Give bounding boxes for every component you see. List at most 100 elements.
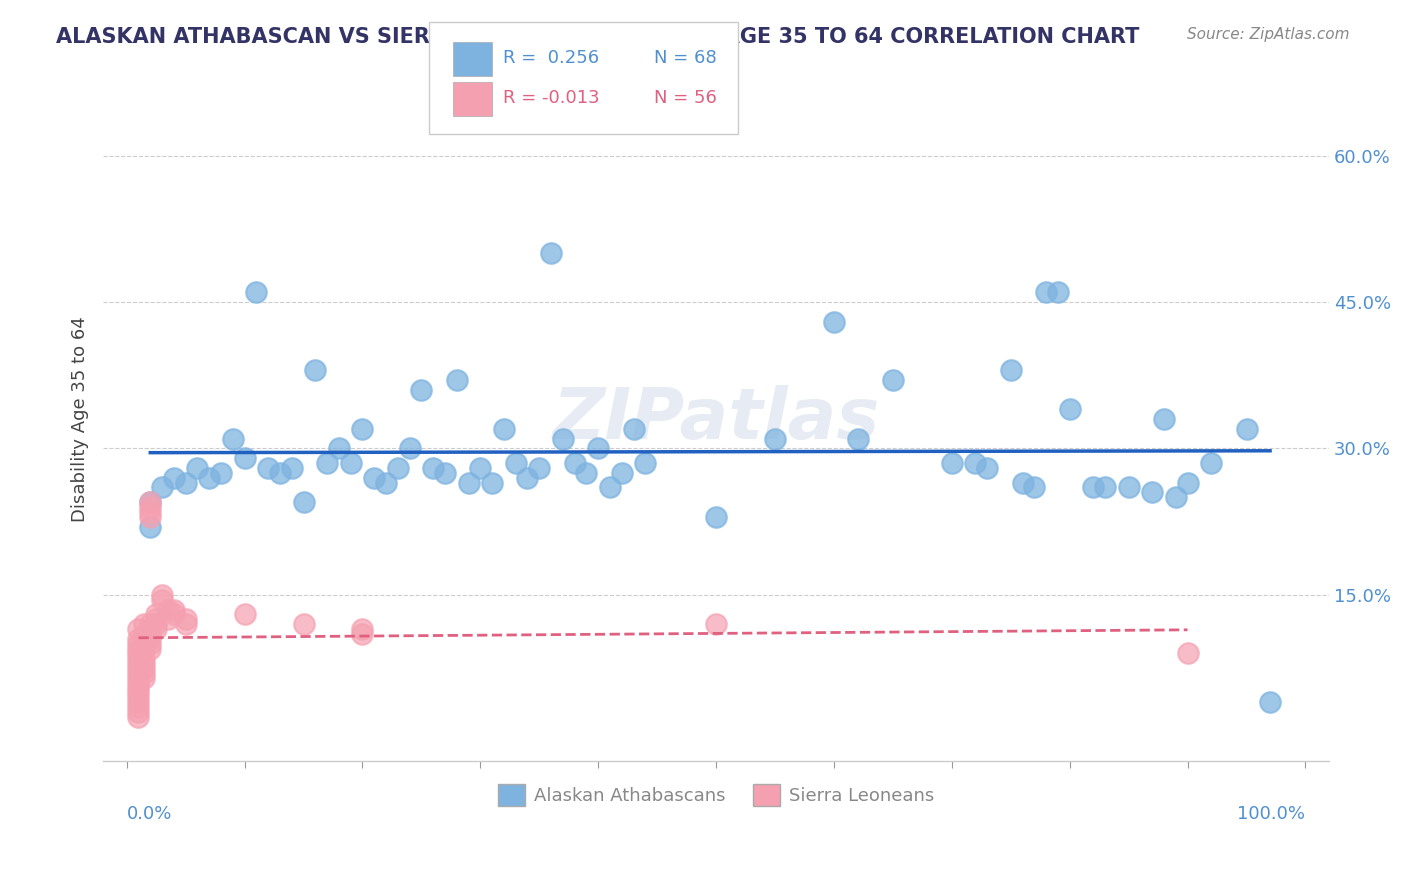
Point bbox=[1199, 456, 1222, 470]
Text: R = -0.013: R = -0.013 bbox=[503, 89, 600, 107]
Point bbox=[763, 432, 786, 446]
Point bbox=[127, 710, 149, 724]
Point bbox=[1258, 695, 1281, 709]
Point bbox=[586, 442, 609, 456]
Point bbox=[127, 632, 149, 646]
Point bbox=[551, 432, 574, 446]
Point bbox=[150, 480, 173, 494]
Point bbox=[145, 617, 167, 632]
Point bbox=[150, 592, 173, 607]
Point bbox=[304, 363, 326, 377]
Point bbox=[1177, 647, 1199, 661]
Point bbox=[134, 637, 156, 651]
Point bbox=[127, 622, 149, 636]
Point bbox=[222, 432, 245, 446]
Point bbox=[139, 641, 162, 656]
Point bbox=[139, 627, 162, 641]
Point bbox=[1046, 285, 1069, 300]
Point bbox=[704, 509, 727, 524]
Point bbox=[233, 607, 256, 622]
Point bbox=[245, 285, 267, 300]
Point bbox=[516, 471, 538, 485]
Point bbox=[139, 495, 162, 509]
Point bbox=[1024, 480, 1046, 494]
Point bbox=[704, 617, 727, 632]
Point bbox=[127, 705, 149, 719]
Point bbox=[363, 471, 385, 485]
Point bbox=[134, 651, 156, 665]
Point bbox=[127, 647, 149, 661]
Point bbox=[233, 451, 256, 466]
Text: N = 56: N = 56 bbox=[654, 89, 717, 107]
Point bbox=[139, 495, 162, 509]
Text: ALASKAN ATHABASCAN VS SIERRA LEONEAN DISABILITY AGE 35 TO 64 CORRELATION CHART: ALASKAN ATHABASCAN VS SIERRA LEONEAN DIS… bbox=[56, 27, 1140, 46]
Point bbox=[1164, 490, 1187, 504]
Point bbox=[352, 422, 374, 436]
Point bbox=[1118, 480, 1140, 494]
Point bbox=[292, 495, 315, 509]
Point bbox=[127, 681, 149, 695]
Point bbox=[328, 442, 350, 456]
Point bbox=[150, 588, 173, 602]
Point bbox=[433, 466, 456, 480]
Point bbox=[599, 480, 621, 494]
Text: 0.0%: 0.0% bbox=[127, 805, 172, 823]
Point bbox=[470, 461, 492, 475]
Point bbox=[411, 383, 433, 397]
Point bbox=[823, 314, 845, 328]
Point bbox=[316, 456, 339, 470]
Point bbox=[198, 471, 221, 485]
Point bbox=[127, 700, 149, 714]
Point bbox=[134, 671, 156, 685]
Point bbox=[540, 246, 562, 260]
Point bbox=[846, 432, 869, 446]
Point bbox=[623, 422, 645, 436]
Text: 100.0%: 100.0% bbox=[1237, 805, 1305, 823]
Point bbox=[139, 637, 162, 651]
Point bbox=[163, 471, 186, 485]
Point bbox=[422, 461, 444, 475]
Point bbox=[446, 373, 468, 387]
Point bbox=[139, 632, 162, 646]
Point bbox=[145, 612, 167, 626]
Point bbox=[156, 612, 179, 626]
Point bbox=[186, 461, 208, 475]
Point bbox=[174, 617, 197, 632]
Point bbox=[1000, 363, 1022, 377]
Point bbox=[941, 456, 963, 470]
Point bbox=[127, 690, 149, 705]
Point bbox=[1236, 422, 1258, 436]
Point bbox=[145, 622, 167, 636]
Point bbox=[610, 466, 633, 480]
Point bbox=[127, 651, 149, 665]
Point bbox=[280, 461, 302, 475]
Point bbox=[1094, 480, 1116, 494]
Point bbox=[257, 461, 280, 475]
Point bbox=[139, 617, 162, 632]
Point bbox=[127, 675, 149, 690]
Point bbox=[127, 637, 149, 651]
Point bbox=[174, 612, 197, 626]
Point bbox=[139, 509, 162, 524]
Point bbox=[352, 622, 374, 636]
Text: ZIPatlas: ZIPatlas bbox=[553, 384, 880, 454]
Point bbox=[505, 456, 527, 470]
Point bbox=[139, 500, 162, 514]
Point bbox=[634, 456, 657, 470]
Point bbox=[882, 373, 904, 387]
Text: Source: ZipAtlas.com: Source: ZipAtlas.com bbox=[1187, 27, 1350, 42]
Point bbox=[139, 519, 162, 533]
Point bbox=[139, 622, 162, 636]
Point bbox=[375, 475, 398, 490]
Point bbox=[145, 607, 167, 622]
Y-axis label: Disability Age 35 to 64: Disability Age 35 to 64 bbox=[72, 317, 89, 522]
Point bbox=[156, 602, 179, 616]
Point bbox=[965, 456, 987, 470]
Point bbox=[174, 475, 197, 490]
Text: R =  0.256: R = 0.256 bbox=[503, 49, 599, 67]
Point bbox=[139, 505, 162, 519]
Point bbox=[492, 422, 515, 436]
Point bbox=[163, 607, 186, 622]
Point bbox=[127, 641, 149, 656]
Point bbox=[163, 602, 186, 616]
